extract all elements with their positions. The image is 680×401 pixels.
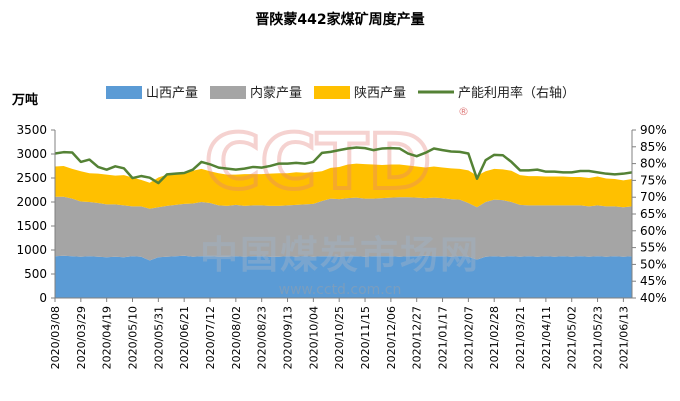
utilization-line (54, 146, 633, 185)
x-tick-label: 2020/03/29 (75, 306, 88, 369)
legend-label: 产能利用率（右轴） (458, 85, 575, 101)
y-tick-label: 3500 (16, 123, 47, 137)
x-tick-label: 2020/09/13 (282, 306, 295, 369)
y2-tick-label: 70% (640, 190, 667, 204)
axes: 0 500 1000 1500 2000 2500 3000 3500 40% 45% 50% 55%… (16, 123, 666, 369)
x-tick-label: 2020/04/19 (101, 306, 114, 369)
y2-tick-label: 55% (640, 241, 667, 255)
legend-label: 山西产量 (146, 86, 198, 101)
x-tick-label: 2021/04/11 (540, 306, 553, 369)
y-axis-label: 万吨 (11, 92, 38, 108)
legend-label: 陕西产量 (354, 86, 406, 101)
x-tick-label: 2020/10/25 (333, 306, 346, 369)
y-tick-label: 1500 (16, 219, 47, 233)
x-tick-label: 2020/08/02 (230, 306, 243, 369)
area-series-1 (55, 196, 632, 261)
legend-swatch (106, 86, 142, 99)
y-tick-label: 1000 (16, 243, 47, 257)
x-tick-label: 2020/12/27 (411, 306, 424, 369)
x-tick-label: 2020/05/31 (152, 306, 165, 369)
legend: 山西产量 内蒙产量 陕西产量 产能利用率（右轴） (106, 85, 575, 101)
y2-tick-label: 80% (640, 157, 667, 171)
x-tick-label: 2021/01/17 (437, 306, 450, 369)
watermark-name: 中国煤炭市场网 (200, 233, 480, 277)
y-tick-label: 2000 (16, 195, 47, 209)
area-series-0 (55, 255, 632, 298)
y2-tick-label: 65% (640, 207, 667, 221)
y2-tick-label: 85% (640, 140, 667, 154)
area-series-2 (55, 163, 632, 209)
x-tick-label: 2020/07/12 (204, 306, 217, 369)
x-tick-label: 2020/08/23 (256, 306, 269, 369)
y2-tick-label: 45% (640, 274, 667, 288)
x-tick-label: 2020/05/10 (127, 306, 140, 369)
legend-label: 内蒙产量 (250, 85, 302, 101)
x-tick-label: 2021/05/02 (566, 306, 579, 369)
x-tick-label: 2021/06/13 (617, 306, 630, 369)
x-tick-label: 2021/02/28 (488, 306, 501, 369)
x-tick-label: 2020/10/04 (307, 306, 320, 369)
legend-swatch (210, 86, 246, 99)
x-tick-label: 2020/06/21 (178, 306, 191, 369)
y2-tick-label: 75% (640, 173, 667, 187)
x-tick-label: 2021/02/07 (462, 306, 475, 369)
watermark: CCTD ® 中国煤炭市场网 www.cctd.com.cn (200, 105, 480, 298)
watermark-registered: ® (458, 105, 469, 118)
x-tick-label: 2020/11/15 (359, 306, 372, 369)
area-series (55, 163, 632, 298)
x-tick-label: 2021/05/23 (592, 306, 605, 369)
legend-swatch (314, 86, 350, 99)
y-tick-label: 2500 (16, 171, 47, 185)
y-tick-label: 0 (39, 291, 47, 305)
y-tick-label: 500 (24, 267, 47, 281)
x-tick-label: 2020/03/08 (49, 306, 62, 369)
watermark-url: www.cctd.com.cn (279, 282, 402, 298)
y2-tick-label: 50% (640, 257, 667, 271)
watermark-logo: CCTD (205, 117, 431, 206)
x-tick-label: 2021/03/21 (514, 306, 527, 369)
y2-tick-label: 90% (640, 123, 667, 137)
x-tick-label: 2020/12/06 (385, 306, 398, 369)
y2-tick-label: 60% (640, 224, 667, 238)
chart-title: 晋陕蒙442家煤矿周度产量 (255, 11, 424, 28)
y-tick-label: 3000 (16, 147, 47, 161)
line-series (54, 146, 633, 185)
y2-tick-label: 40% (640, 291, 667, 305)
